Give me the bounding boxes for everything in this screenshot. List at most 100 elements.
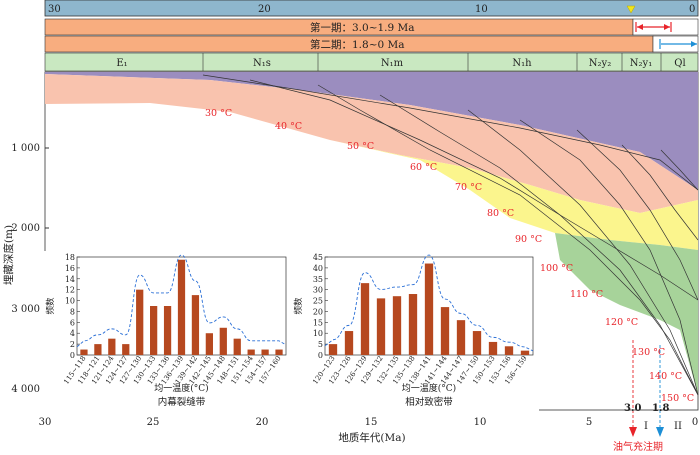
isotherm-80: 80 °C xyxy=(487,208,514,219)
stage2-label: 第二期：1.8~0 Ma xyxy=(310,38,405,51)
marker-3.0: 3.0 xyxy=(624,403,641,414)
marker-1.8: 1.8 xyxy=(652,403,669,414)
top-tick-30: 30 xyxy=(48,4,61,15)
inset-ytick-label: 0 xyxy=(318,351,323,360)
isotherm-60: 60 °C xyxy=(410,162,437,173)
isotherm-130: 130 °C xyxy=(632,347,665,358)
top-tick-10: 10 xyxy=(475,4,488,15)
inset-xlabel: 均一温度(°C) xyxy=(154,382,208,394)
inset-ytick-label: 6 xyxy=(70,318,75,327)
histogram-bar xyxy=(456,320,466,355)
depth-tick-4000: 4 000 xyxy=(11,384,40,395)
isotherm-110: 110 °C xyxy=(570,289,603,300)
histogram-bar xyxy=(150,306,158,355)
inset-ytick-label: 8 xyxy=(70,307,75,316)
histogram-bar xyxy=(376,298,386,355)
isotherm-140: 140 °C xyxy=(649,371,682,382)
histogram-bar xyxy=(472,331,482,355)
blue-arrow-icon xyxy=(656,427,664,437)
formation-Ql: Ql xyxy=(674,58,685,69)
charge-label: 油气充注期 xyxy=(613,440,663,451)
fitted-curve xyxy=(324,254,534,352)
left-axis: 埋藏深度(m) 1 000 2 000 3 000 4 000 xyxy=(2,143,49,395)
histogram-bar xyxy=(275,349,283,355)
depth-tick-2000: 2 000 xyxy=(11,223,40,234)
histogram-bar xyxy=(488,341,498,355)
age-tick-25: 25 xyxy=(147,417,160,428)
inset-ytick-label: 15 xyxy=(313,318,323,327)
histogram-bar xyxy=(108,338,116,355)
bottom-axis: 30 25 20 15 10 5 0 地质年代(Ma) xyxy=(39,417,699,444)
top-age-bar xyxy=(44,0,699,17)
inset-xlabel: 均一温度(°C) xyxy=(402,382,456,394)
isotherm-120: 120 °C xyxy=(605,317,638,328)
inset-ytick-label: 2 xyxy=(70,340,75,349)
histogram-bar xyxy=(177,259,186,355)
age-tick-30: 30 xyxy=(39,417,52,428)
inset-ytick-label: 30 xyxy=(313,286,323,295)
inset-ytick-label: 20 xyxy=(313,307,323,316)
histogram-bar xyxy=(191,295,200,355)
histogram-bar xyxy=(233,338,241,355)
isotherm-30: 30 °C xyxy=(205,108,232,119)
histogram-bar xyxy=(520,350,530,355)
histogram-bar xyxy=(504,346,514,355)
age-tick-5: 5 xyxy=(586,417,592,428)
inset-ytick-label: 5 xyxy=(318,340,323,349)
histogram-bar xyxy=(392,296,402,355)
inset-right-chart: 051015202530354045120~123123~126126~1291… xyxy=(291,251,539,411)
histogram-bar xyxy=(261,349,269,355)
top-tick-0: 0 xyxy=(689,4,695,15)
inset-ytick-label: 10 xyxy=(65,297,75,306)
histogram-bar xyxy=(360,283,370,355)
yellow-marker-icon xyxy=(626,5,636,14)
histogram-bar xyxy=(80,349,88,355)
formation-N1m: N₁m xyxy=(381,58,404,69)
inset-ylabel: 频数 xyxy=(293,297,304,315)
roman-II: II xyxy=(674,421,682,432)
top-tick-20: 20 xyxy=(258,4,271,15)
roman-I: I xyxy=(644,421,648,432)
stage1-label: 第一期：3.0~1.9 Ma xyxy=(310,21,415,34)
formation-N2y2: N₂y₂ xyxy=(589,58,611,69)
charge-markers: 3.0 1.8 I II 油气充注期 xyxy=(613,340,682,453)
top-age-ticks: 30 20 10 0 xyxy=(48,4,695,15)
histogram-bar xyxy=(94,344,102,355)
formation-N1h: N₁h xyxy=(512,58,532,69)
inset-caption: 相对致密带 xyxy=(405,396,453,408)
depth-tick-3000: 3 000 xyxy=(11,304,40,315)
histogram-bar xyxy=(136,289,144,355)
pink-zone xyxy=(45,74,698,213)
formation-N1s: N₁s xyxy=(253,58,271,69)
burial-curves xyxy=(202,74,699,396)
isotherm-100: 100 °C xyxy=(540,263,573,274)
inset-left-chart: 024681012141618115~118118~121121~124124~… xyxy=(43,251,292,411)
histogram-bar xyxy=(163,306,172,355)
age-tick-10: 10 xyxy=(474,417,487,428)
inset-ylabel: 频数 xyxy=(45,297,56,315)
formation-dividers xyxy=(202,53,662,71)
isotherm-40: 40 °C xyxy=(275,121,302,132)
isotherm-90: 90 °C xyxy=(515,234,542,245)
histogram-bar xyxy=(440,307,450,355)
inset-ytick-label: 18 xyxy=(65,253,75,262)
histogram-bar xyxy=(219,327,227,355)
stage2-range-arrow xyxy=(659,39,697,49)
histogram-bar xyxy=(247,349,255,355)
histogram-bar xyxy=(205,333,213,355)
isotherm-70: 70 °C xyxy=(455,182,482,193)
thermal-zones xyxy=(45,72,698,395)
formation-bar xyxy=(44,52,699,72)
formation-E1: E₁ xyxy=(116,58,127,69)
formation-N2y1: N₂y₁ xyxy=(630,58,652,69)
inset-ytick-label: 16 xyxy=(65,264,75,273)
inset-ytick-label: 10 xyxy=(313,329,323,338)
depth-tick-1000: 1 000 xyxy=(11,143,40,154)
inset-ytick-label: 25 xyxy=(313,297,323,306)
age-tick-15: 15 xyxy=(365,417,378,428)
histogram-bar xyxy=(122,344,130,355)
histogram-bar xyxy=(408,294,418,355)
green-zone xyxy=(555,233,698,395)
stage1-range-arrow xyxy=(635,22,672,32)
